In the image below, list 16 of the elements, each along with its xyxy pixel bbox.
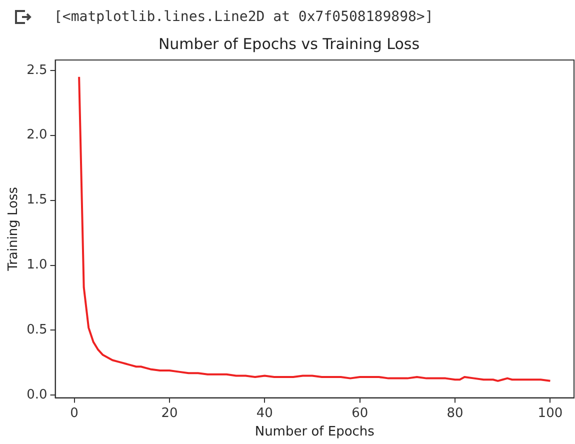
y-tick-label: 0.0 bbox=[26, 388, 48, 403]
x-tick-label: 80 bbox=[446, 406, 464, 421]
x-tick-label: 100 bbox=[538, 406, 563, 421]
x-tick-label: 40 bbox=[256, 406, 273, 421]
x-tick-label: 0 bbox=[70, 406, 78, 421]
y-tick-label: 2.0 bbox=[26, 128, 48, 143]
x-tick-label: 20 bbox=[161, 406, 178, 421]
chart-title: Number of Epochs vs Training Loss bbox=[158, 34, 420, 53]
y-tick-label: 0.5 bbox=[26, 322, 48, 338]
y-tick-label: 1.5 bbox=[26, 192, 48, 208]
y-axis-title: Training Loss bbox=[6, 186, 22, 272]
x-axis-title: Number of Epochs bbox=[254, 424, 375, 440]
y-tick-label: 1.0 bbox=[26, 258, 48, 273]
y-tick-label: 2.5 bbox=[26, 62, 48, 78]
text: [<matplotlib.lines.Line2D at 0x7f0508189898>] bbox=[54, 9, 434, 25]
x-tick-label: 60 bbox=[352, 406, 368, 421]
